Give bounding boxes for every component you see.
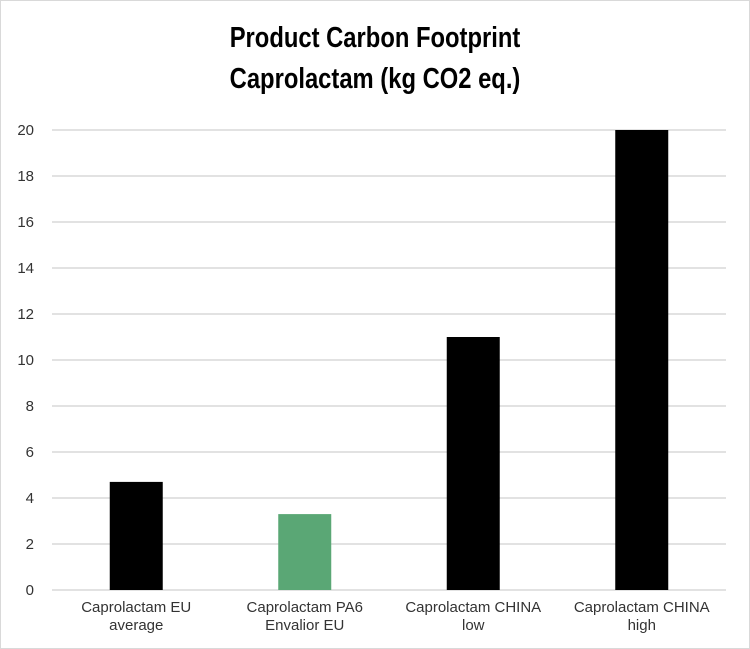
- y-tick-label: 16: [17, 214, 34, 231]
- chart-title-line-1: Product Carbon Footprint: [229, 22, 521, 54]
- y-tick-label: 10: [17, 352, 34, 369]
- bar-4: [615, 130, 669, 590]
- y-tick-label: 18: [17, 168, 34, 185]
- y-tick-label: 6: [26, 444, 34, 461]
- x-category-label-line: low: [462, 617, 485, 634]
- x-category-label-line: Caprolactam PA6: [247, 599, 363, 616]
- bars: [109, 130, 669, 590]
- x-category-label: Caprolactam PA6 Envalior EU: [247, 599, 363, 634]
- x-axis-category-labels: Caprolactam EU average Caprolactam PA6 Enva…: [81, 599, 709, 634]
- y-axis-tick-labels: 0 2 4 6 8 10 12 14 16 18 20: [17, 122, 34, 599]
- x-category-label-line: average: [109, 617, 163, 634]
- x-category-label: Caprolactam EU average: [81, 599, 191, 634]
- x-category-label-line: Envalior EU: [265, 617, 344, 634]
- y-tick-label: 2: [26, 536, 34, 553]
- y-tick-label: 14: [17, 260, 34, 277]
- y-tick-label: 12: [17, 306, 34, 323]
- bar-2: [278, 514, 332, 590]
- gridlines: [52, 129, 726, 591]
- bar-1: [109, 481, 163, 590]
- bar-3: [446, 337, 500, 590]
- x-category-label-line: Caprolactam CHINA: [574, 599, 710, 616]
- x-category-label: Caprolactam CHINA low: [405, 599, 541, 634]
- x-category-label-line: Caprolactam CHINA: [405, 599, 541, 616]
- y-tick-label: 0: [26, 582, 34, 599]
- chart-title-line-2: Caprolactam (kg CO2 eq.): [229, 63, 521, 95]
- x-category-label-line: high: [628, 617, 656, 634]
- y-tick-label: 20: [17, 122, 34, 139]
- x-category-label-line: Caprolactam EU: [81, 599, 191, 616]
- chart-title: Product Carbon Footprint Caprolactam (kg…: [68, 18, 683, 100]
- y-tick-label: 8: [26, 398, 34, 415]
- y-tick-label: 4: [26, 490, 34, 507]
- x-category-label: Caprolactam CHINA high: [574, 599, 710, 634]
